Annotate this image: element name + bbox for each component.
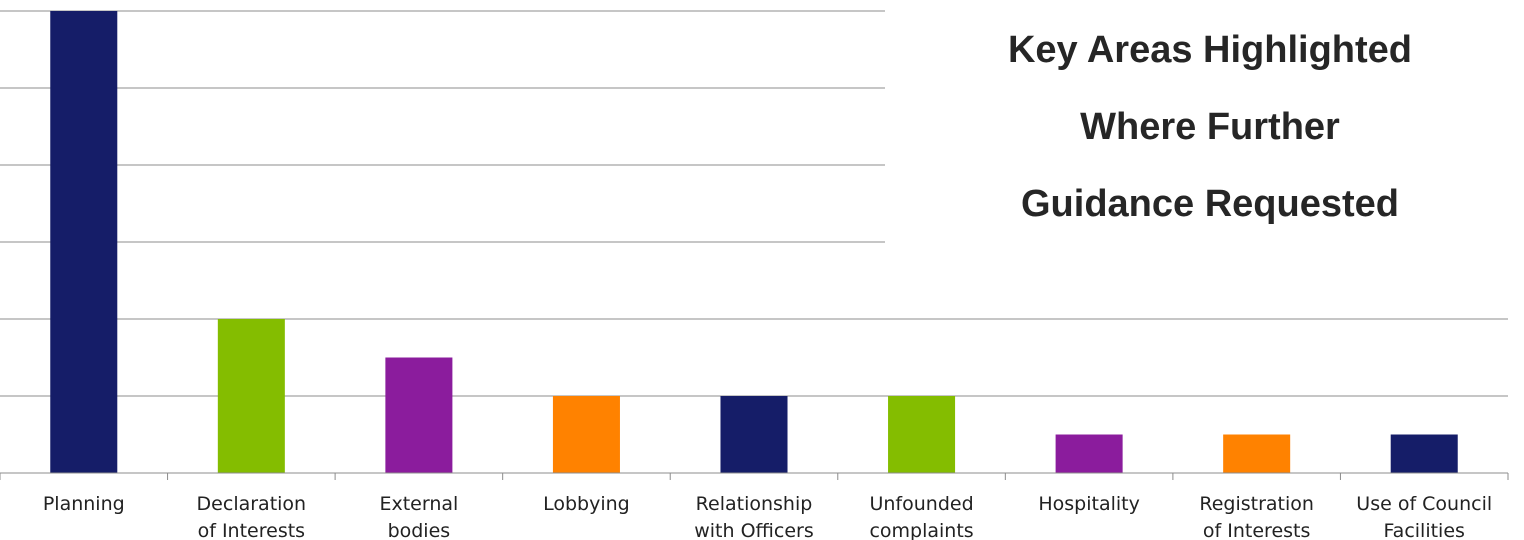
- bar: [720, 396, 788, 473]
- category-label: Relationship with Officers: [694, 493, 814, 540]
- category-label: Use of Council Facilities: [1356, 493, 1492, 540]
- bar: [1223, 434, 1291, 473]
- bar: [552, 396, 620, 473]
- bar: [1055, 434, 1123, 473]
- chart-title-line: Where Further: [1080, 106, 1340, 148]
- chart-title-line: Guidance Requested: [1021, 183, 1399, 225]
- category-label: Unfounded complaints: [869, 493, 973, 540]
- bar: [385, 357, 453, 473]
- category-label: Registration of Interests: [1199, 493, 1314, 540]
- bar: [1390, 434, 1458, 473]
- bar: [888, 396, 956, 473]
- chart-title: Key Areas Highlighted Where Further Guidan…: [1008, 29, 1412, 225]
- category-label: Planning: [43, 493, 125, 515]
- bar: [217, 319, 285, 473]
- category-labels: Planning Declaration of Interests External b…: [43, 493, 1492, 540]
- bars: [50, 11, 1458, 473]
- chart-title-line: Key Areas Highlighted: [1008, 29, 1412, 71]
- bar: [50, 11, 118, 473]
- category-label: External bodies: [379, 493, 458, 540]
- category-label: Hospitality: [1038, 493, 1140, 515]
- x-axis: [0, 472, 1509, 480]
- category-label: Lobbying: [543, 493, 630, 515]
- category-label: Declaration of Interests: [197, 493, 307, 540]
